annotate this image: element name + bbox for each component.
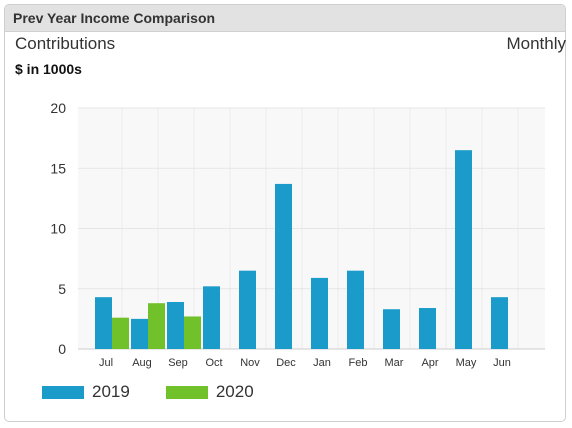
bar-2019-apr[interactable] [419,308,436,349]
bar-2019-aug[interactable] [131,318,148,349]
x-tick-label: Jan [313,357,331,369]
legend-item-2019[interactable]: 2019 [42,382,130,402]
bar-2020-aug[interactable] [148,303,165,349]
legend-label: 2019 [92,382,130,401]
y-tick-label: 10 [50,221,66,237]
x-tick-label: Jul [99,357,113,369]
bar-2019-oct[interactable] [203,286,220,349]
bar-2019-jan[interactable] [311,277,328,349]
x-tick-label: Sep [168,357,188,369]
bar-2019-jul[interactable] [95,297,112,349]
y-tick-label: 5 [58,281,66,297]
x-tick-label: Apr [421,357,438,369]
legend-item-2020[interactable]: 2020 [165,382,254,402]
subtitle-monthly[interactable]: Monthly [506,34,566,53]
legend-swatch [165,385,208,399]
x-tick-label: Nov [240,357,260,369]
legend-label: 2020 [215,382,254,401]
bar-2019-nov[interactable] [239,270,256,349]
y-tick-label: 20 [50,100,66,116]
x-tick-label: Jun [493,357,511,369]
chart-legend: 2019 2020 [42,382,290,402]
bar-2020-sep[interactable] [184,316,201,349]
unit-label: $ in 1000s [15,61,82,77]
x-tick-label: Oct [205,357,222,369]
x-tick-label: Mar [385,357,404,369]
legend-swatch [42,385,84,399]
bar-chart: 0 5 10 15 20 Jul Aug Sep Oct Nov Dec Jan Feb Mar Apr Ma… [50,100,545,369]
bar-2019-jun[interactable] [491,297,508,349]
x-tick-label: Dec [276,357,296,369]
x-tick-label: Feb [349,357,368,369]
subtitle-contributions: Contributions [15,34,116,53]
bar-2020-jul[interactable] [112,317,129,349]
y-tick-label: 15 [50,160,66,176]
x-tick-label: May [456,357,477,369]
y-tick-label: 0 [58,341,66,357]
x-tick-label: Aug [132,357,152,369]
bar-2019-feb[interactable] [347,270,364,349]
bar-2019-dec[interactable] [275,183,292,349]
bar-2019-may[interactable] [455,150,472,349]
widget-title: Prev Year Income Comparison [5,5,565,32]
bar-2019-mar[interactable] [383,309,400,349]
bar-2019-sep[interactable] [167,302,184,349]
